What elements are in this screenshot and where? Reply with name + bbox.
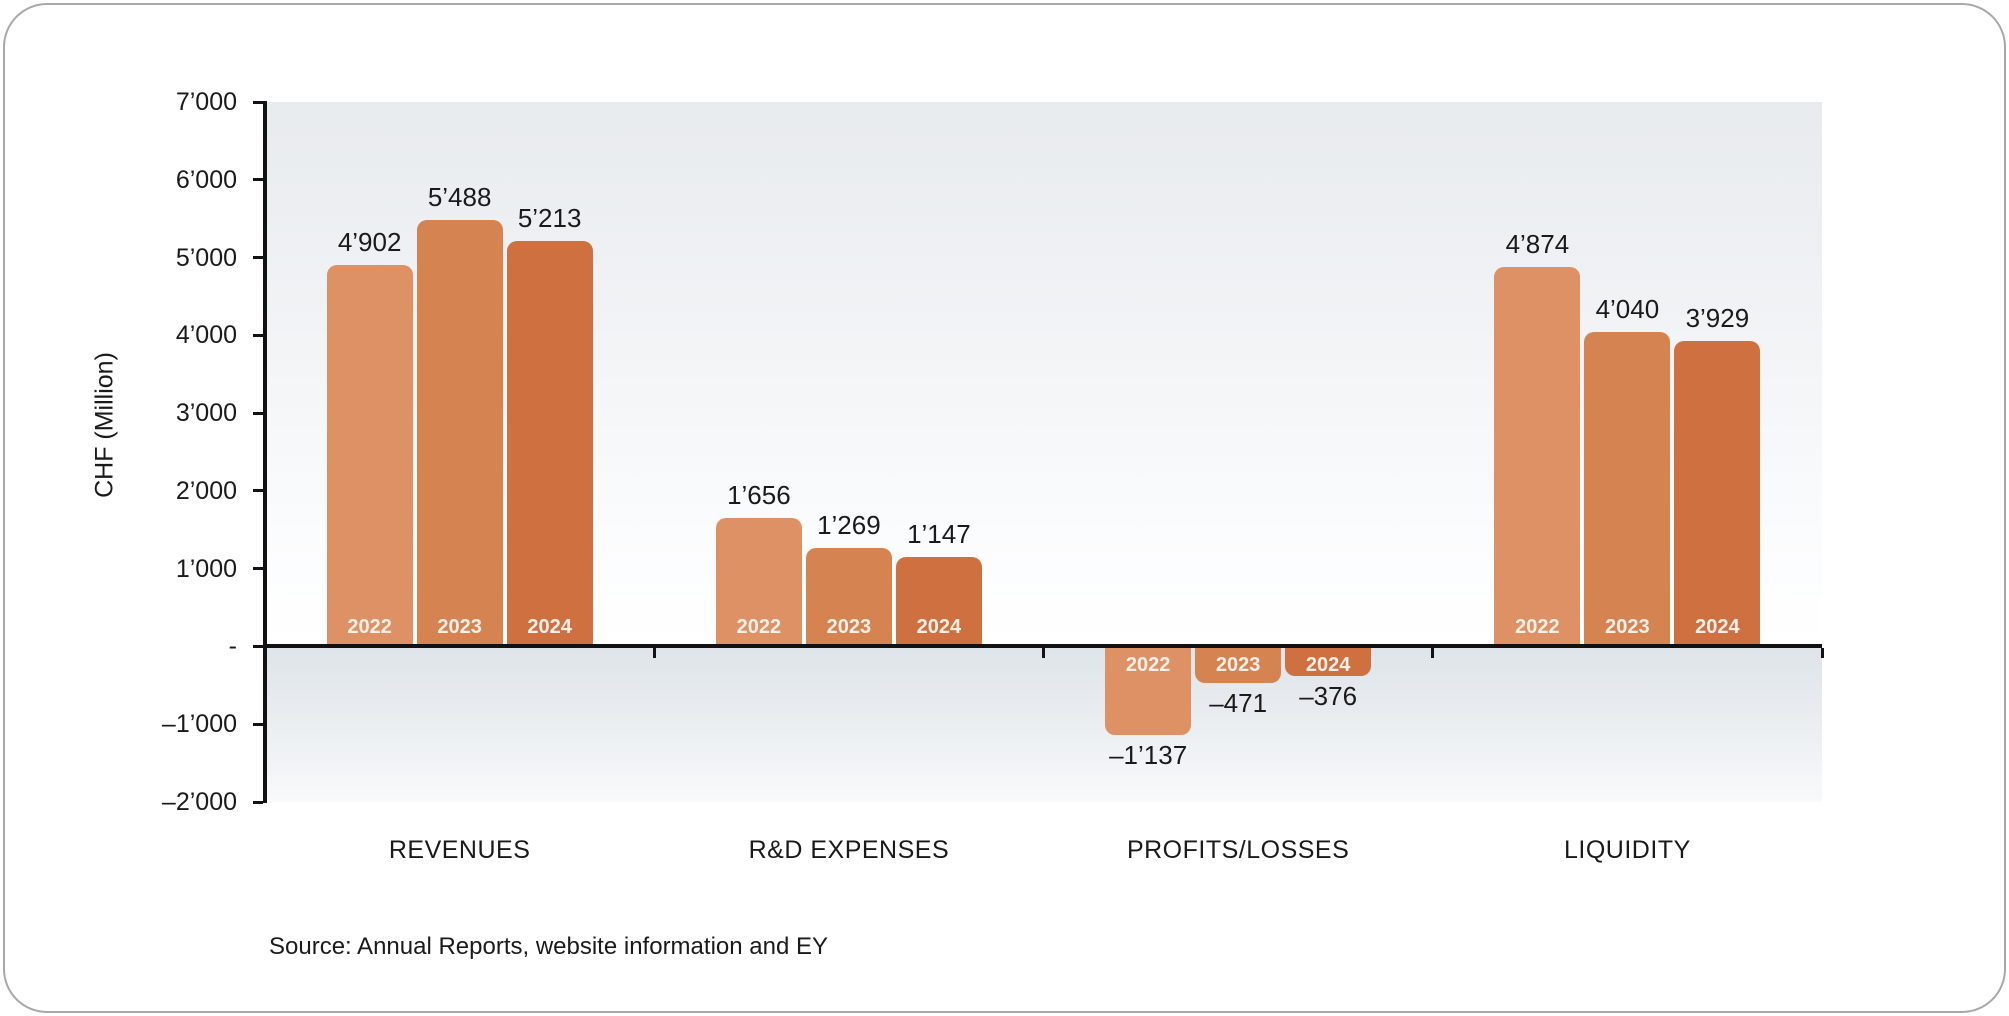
category-label-liquidity: LIQUIDITY: [1564, 836, 1691, 864]
y-tick-mark-6000: [253, 178, 263, 182]
bar-year-label-r-d-expenses-2022: 2022: [736, 616, 782, 639]
bar-value-label-profits-losses-2022: –1’137: [1109, 739, 1188, 770]
bar-revenues-2022: [326, 265, 413, 647]
bar-year-label-revenues-2024: 2024: [527, 616, 572, 639]
bar-value-label-liquidity-2023: 4’040: [1595, 294, 1660, 325]
bar-r-d-expenses-2022: [715, 517, 802, 647]
bar-year-label-profits-losses-2022: 2022: [1125, 654, 1171, 677]
bar-value-label-revenues-2023: 5’488: [427, 181, 492, 212]
y-tick-label-0: -: [228, 632, 237, 661]
y-tick-label-5000: 5’000: [175, 243, 237, 272]
bar-profits-losses-2023: [1195, 646, 1282, 684]
bar-value-label-liquidity-2022: 4’874: [1505, 229, 1570, 260]
bar-value-label-profits-losses-2023: –471: [1209, 688, 1268, 719]
x-boundary-tick-4: [1820, 648, 1824, 658]
bar-chart: CHF (Million) Source: Annual Reports, we…: [5, 5, 2004, 1011]
y-tick-mark-3000: [253, 411, 263, 415]
y-tick-label-1000: 1’000: [175, 554, 237, 583]
bar-revenues-2023: [416, 219, 503, 647]
y-tick-label-7000: 7’000: [175, 88, 237, 116]
category-label-r-d-expenses: R&D EXPENSES: [748, 836, 950, 864]
y-tick-label-3000: 3’000: [175, 399, 237, 428]
bar-year-label-profits-losses-2024: 2024: [1305, 654, 1351, 677]
category-label-revenues: REVENUES: [388, 836, 531, 864]
zero-baseline: [263, 644, 1822, 648]
y-tick-label--1000: –1’000: [161, 710, 237, 739]
y-tick-mark-2000: [253, 489, 263, 493]
y-tick-label-4000: 4’000: [175, 321, 237, 350]
y-axis-line: [263, 101, 267, 803]
bar-year-label-r-d-expenses-2023: 2023: [826, 616, 872, 639]
x-boundary-tick-3: [1431, 648, 1435, 658]
bar-value-label-r-d-expenses-2022: 1’656: [727, 479, 791, 510]
y-tick-mark-5000: [253, 256, 263, 260]
bar-liquidity-2022: [1494, 267, 1581, 647]
bar-year-label-r-d-expenses-2024: 2024: [916, 616, 962, 639]
bar-year-label-revenues-2023: 2023: [437, 616, 482, 639]
bar-year-label-liquidity-2024: 2024: [1695, 616, 1740, 639]
chart-card: CHF (Million) Source: Annual Reports, we…: [3, 3, 2006, 1013]
y-tick-label-6000: 6’000: [175, 165, 237, 194]
bar-value-label-revenues-2024: 5’213: [517, 202, 582, 233]
bar-year-label-liquidity-2023: 2023: [1605, 616, 1650, 639]
category-label-profits-losses: PROFITS/LOSSES: [1126, 836, 1350, 864]
source-note: Source: Annual Reports, website informat…: [269, 933, 828, 960]
y-tick-label-2000: 2’000: [175, 476, 237, 505]
y-tick-mark--1000: [253, 722, 263, 726]
bar-liquidity-2024: [1674, 340, 1761, 647]
y-tick-mark--2000: [253, 800, 263, 804]
bar-profits-losses-2022: [1105, 646, 1192, 735]
bar-value-label-profits-losses-2024: –376: [1299, 680, 1358, 711]
y-tick-mark-7000: [253, 100, 263, 104]
bar-revenues-2024: [506, 240, 593, 647]
bar-year-label-profits-losses-2023: 2023: [1215, 654, 1261, 677]
bar-year-label-liquidity-2022: 2022: [1515, 616, 1560, 639]
y-tick-label--2000: –2’000: [161, 788, 237, 816]
x-boundary-tick-2: [1042, 648, 1045, 658]
bar-profits-losses-2024: [1285, 646, 1372, 676]
bar-r-d-expenses-2023: [805, 547, 892, 647]
y-tick-mark-1000: [253, 567, 263, 571]
bar-liquidity-2023: [1584, 332, 1671, 647]
x-boundary-tick-1: [652, 648, 656, 658]
bar-year-label-revenues-2022: 2022: [347, 616, 392, 639]
bar-r-d-expenses-2024: [895, 557, 982, 647]
bar-value-label-r-d-expenses-2024: 1’147: [907, 519, 971, 550]
bar-value-label-r-d-expenses-2023: 1’269: [817, 509, 881, 540]
bar-value-label-revenues-2022: 4’902: [337, 227, 402, 258]
y-tick-mark-0: [253, 644, 263, 648]
y-tick-mark-4000: [253, 333, 263, 337]
bar-value-label-liquidity-2024: 3’929: [1685, 302, 1750, 333]
